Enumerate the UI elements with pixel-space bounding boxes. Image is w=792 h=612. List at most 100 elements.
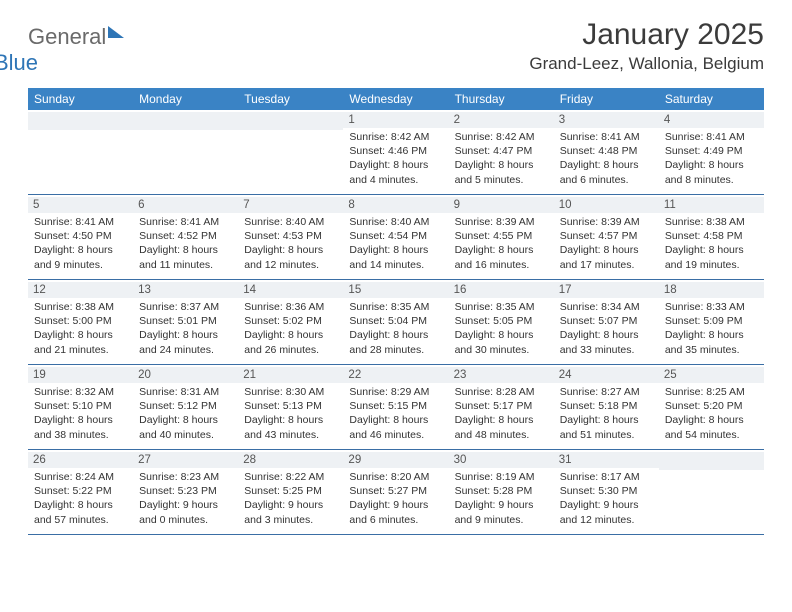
day-number: 18 — [659, 282, 764, 298]
day-cell: 11Sunrise: 8:38 AMSunset: 4:58 PMDayligh… — [659, 195, 764, 279]
day-number: 27 — [133, 452, 238, 468]
day-detail: Sunrise: 8:22 AMSunset: 5:25 PMDaylight:… — [244, 470, 337, 527]
location: Grand-Leez, Wallonia, Belgium — [529, 54, 764, 74]
day-cell: 19Sunrise: 8:32 AMSunset: 5:10 PMDayligh… — [28, 365, 133, 449]
day-detail: Sunrise: 8:23 AMSunset: 5:23 PMDaylight:… — [139, 470, 232, 527]
day-detail: Sunrise: 8:34 AMSunset: 5:07 PMDaylight:… — [560, 300, 653, 357]
day-number: 5 — [28, 197, 133, 213]
day-cell: 22 Sunrise: 8:29 AMSunset: 5:15 PMDayligh… — [343, 365, 448, 449]
day-cell: 24 Sunrise: 8:27 AMSunset: 5:18 PMDayligh… — [554, 365, 659, 449]
day-number: 8 — [343, 197, 448, 213]
day-detail: Sunrise: 8:41 AMSunset: 4:52 PMDaylight:… — [139, 215, 232, 272]
day-cell: 5 Sunrise: 8:41 AMSunset: 4:50 PMDaylight… — [28, 195, 133, 279]
day-header-cell: Sunday — [28, 88, 133, 110]
day-number: 20 — [133, 367, 238, 383]
day-cell: 27 Sunrise: 8:23 AMSunset: 5:23 PMDayligh… — [133, 450, 238, 534]
day-cell: 6 Sunrise: 8:41 AMSunset: 4:52 PMDaylight… — [133, 195, 238, 279]
day-header-cell: Wednesday — [343, 88, 448, 110]
day-number: 22 — [343, 367, 448, 383]
logo-wrap: General Blue — [28, 24, 106, 76]
day-detail: Sunrise: 8:42 AMSunset: 4:46 PMDaylight:… — [349, 130, 442, 187]
day-cell: 26Sunrise: 8:24 AMSunset: 5:22 PMDayligh… — [28, 450, 133, 534]
day-number: 28 — [238, 452, 343, 468]
day-detail: Sunrise: 8:35 AMSunset: 5:04 PMDaylight:… — [349, 300, 442, 357]
day-cell: 1 Sunrise: 8:42 AMSunset: 4:46 PMDaylight… — [343, 110, 448, 194]
day-cell: 4Sunrise: 8:41 AMSunset: 4:49 PMDaylight… — [659, 110, 764, 194]
day-detail: Sunrise: 8:29 AMSunset: 5:15 PMDaylight:… — [349, 385, 442, 442]
day-detail: Sunrise: 8:31 AMSunset: 5:12 PMDaylight:… — [139, 385, 232, 442]
day-detail: Sunrise: 8:27 AMSunset: 5:18 PMDaylight:… — [560, 385, 653, 442]
logo-triangle-icon — [108, 26, 124, 38]
day-cell: 31 Sunrise: 8:17 AMSunset: 5:30 PMDayligh… — [554, 450, 659, 534]
day-number: 10 — [554, 197, 659, 213]
header: General Blue January 2025 Grand-Leez, Wa… — [28, 18, 764, 76]
day-number: 31 — [554, 452, 659, 468]
day-cell: 9 Sunrise: 8:39 AMSunset: 4:55 PMDaylight… — [449, 195, 554, 279]
day-number — [28, 112, 133, 130]
day-detail: Sunrise: 8:39 AMSunset: 4:55 PMDaylight:… — [455, 215, 548, 272]
empty-cell — [238, 110, 343, 194]
day-number: 16 — [449, 282, 554, 298]
day-cell: 13Sunrise: 8:37 AMSunset: 5:01 PMDayligh… — [133, 280, 238, 364]
day-cell: 7Sunrise: 8:40 AMSunset: 4:53 PMDaylight… — [238, 195, 343, 279]
week-row: 12 Sunrise: 8:38 AMSunset: 5:00 PMDayligh… — [28, 280, 764, 365]
day-number: 25 — [659, 367, 764, 383]
day-detail: Sunrise: 8:35 AMSunset: 5:05 PMDaylight:… — [455, 300, 548, 357]
day-header-cell: Tuesday — [238, 88, 343, 110]
day-cell: 20 Sunrise: 8:31 AMSunset: 5:12 PMDayligh… — [133, 365, 238, 449]
day-detail: Sunrise: 8:20 AMSunset: 5:27 PMDaylight:… — [349, 470, 442, 527]
day-header-row: SundayMondayTuesdayWednesdayThursdayFrid… — [28, 88, 764, 110]
day-number — [133, 112, 238, 130]
day-cell: 16 Sunrise: 8:35 AMSunset: 5:05 PMDayligh… — [449, 280, 554, 364]
day-cell: 29 Sunrise: 8:20 AMSunset: 5:27 PMDayligh… — [343, 450, 448, 534]
day-header-cell: Friday — [554, 88, 659, 110]
week-row: 19Sunrise: 8:32 AMSunset: 5:10 PMDayligh… — [28, 365, 764, 450]
day-number: 21 — [238, 367, 343, 383]
day-detail: Sunrise: 8:41 AMSunset: 4:50 PMDaylight:… — [34, 215, 127, 272]
day-header-cell: Thursday — [449, 88, 554, 110]
month-title: January 2025 — [529, 18, 764, 52]
day-number: 19 — [28, 367, 133, 383]
day-detail: Sunrise: 8:42 AMSunset: 4:47 PMDaylight:… — [455, 130, 548, 187]
day-cell: 14Sunrise: 8:36 AMSunset: 5:02 PMDayligh… — [238, 280, 343, 364]
day-number: 3 — [554, 112, 659, 128]
calendar: SundayMondayTuesdayWednesdayThursdayFrid… — [28, 88, 764, 535]
day-number: 9 — [449, 197, 554, 213]
day-detail: Sunrise: 8:37 AMSunset: 5:01 PMDaylight:… — [139, 300, 232, 357]
empty-cell — [133, 110, 238, 194]
weeks-container: 1 Sunrise: 8:42 AMSunset: 4:46 PMDaylight… — [28, 110, 764, 535]
day-cell: 2 Sunrise: 8:42 AMSunset: 4:47 PMDaylight… — [449, 110, 554, 194]
day-cell: 12 Sunrise: 8:38 AMSunset: 5:00 PMDayligh… — [28, 280, 133, 364]
day-number: 29 — [343, 452, 448, 468]
empty-cell — [659, 450, 764, 534]
day-detail: Sunrise: 8:39 AMSunset: 4:57 PMDaylight:… — [560, 215, 653, 272]
day-cell: 21Sunrise: 8:30 AMSunset: 5:13 PMDayligh… — [238, 365, 343, 449]
day-cell: 30Sunrise: 8:19 AMSunset: 5:28 PMDayligh… — [449, 450, 554, 534]
calendar-page: General Blue January 2025 Grand-Leez, Wa… — [0, 0, 792, 553]
day-cell: 8 Sunrise: 8:40 AMSunset: 4:54 PMDaylight… — [343, 195, 448, 279]
day-detail: Sunrise: 8:41 AMSunset: 4:49 PMDaylight:… — [665, 130, 758, 187]
day-number: 17 — [554, 282, 659, 298]
logo: General Blue — [28, 24, 106, 76]
day-detail: Sunrise: 8:17 AMSunset: 5:30 PMDaylight:… — [560, 470, 653, 527]
day-detail: Sunrise: 8:28 AMSunset: 5:17 PMDaylight:… — [455, 385, 548, 442]
day-header-cell: Saturday — [659, 88, 764, 110]
empty-cell — [28, 110, 133, 194]
day-cell: 23 Sunrise: 8:28 AMSunset: 5:17 PMDayligh… — [449, 365, 554, 449]
day-cell: 18Sunrise: 8:33 AMSunset: 5:09 PMDayligh… — [659, 280, 764, 364]
title-block: January 2025 Grand-Leez, Wallonia, Belgi… — [529, 18, 764, 74]
day-detail: Sunrise: 8:38 AMSunset: 5:00 PMDaylight:… — [34, 300, 127, 357]
day-number: 24 — [554, 367, 659, 383]
day-number: 2 — [449, 112, 554, 128]
day-number: 1 — [343, 112, 448, 128]
day-number: 30 — [449, 452, 554, 468]
day-number: 15 — [343, 282, 448, 298]
day-detail: Sunrise: 8:40 AMSunset: 4:54 PMDaylight:… — [349, 215, 442, 272]
day-detail: Sunrise: 8:41 AMSunset: 4:48 PMDaylight:… — [560, 130, 653, 187]
day-number: 23 — [449, 367, 554, 383]
day-number: 12 — [28, 282, 133, 298]
day-number: 6 — [133, 197, 238, 213]
day-detail: Sunrise: 8:38 AMSunset: 4:58 PMDaylight:… — [665, 215, 758, 272]
day-cell: 25Sunrise: 8:25 AMSunset: 5:20 PMDayligh… — [659, 365, 764, 449]
day-number: 7 — [238, 197, 343, 213]
